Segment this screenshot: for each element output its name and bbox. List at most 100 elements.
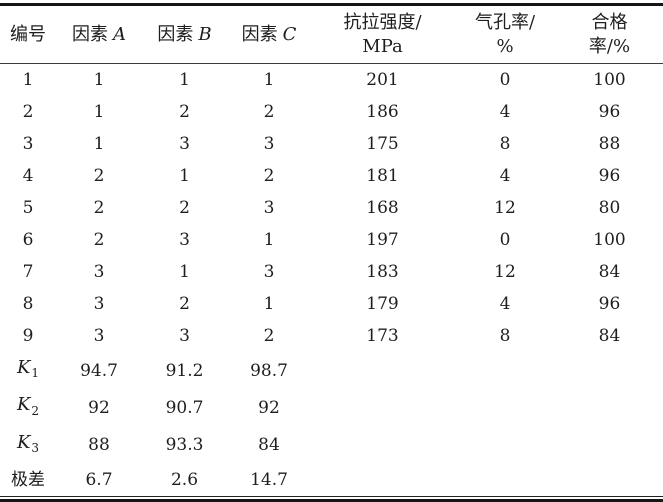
table-cell: 3 <box>263 262 275 282</box>
table-cell: 84 <box>598 326 621 346</box>
k-subscript: 2 <box>31 403 40 418</box>
factor-b-symbol: B <box>198 24 212 45</box>
table-cell: 1 <box>179 70 190 90</box>
factor-a-symbol: A <box>113 24 126 45</box>
table-cell: 3 <box>22 134 34 154</box>
table-cell: 4 <box>499 166 511 186</box>
col-header-factor-b: 因素 B <box>142 6 227 64</box>
table-cell: 183 <box>366 262 399 282</box>
table-cell: 93.3 <box>165 435 204 456</box>
table-cell: 92 <box>258 398 280 419</box>
table-cell: 1 <box>93 102 105 122</box>
summary-row-range: 极差 6.7 2.6 14.7 <box>0 464 663 498</box>
table-cell: 100 <box>593 230 626 250</box>
table-cell-empty <box>556 352 663 389</box>
table-cell: 91.2 <box>165 360 204 381</box>
table-cell: 4 <box>499 102 511 122</box>
table-cell: 88 <box>88 435 110 456</box>
table-cell: 1 <box>263 70 275 90</box>
tensile-strength-label-line2: MPa <box>362 36 403 57</box>
table-row: 1 1 1 1 201 0 100 <box>0 64 663 97</box>
table-cell: 96 <box>598 102 621 122</box>
table-cell: 2 <box>22 102 34 122</box>
table-cell: 173 <box>366 326 399 346</box>
col-header-factor-a: 因素 A <box>56 6 142 64</box>
table-cell: 84 <box>598 262 621 282</box>
table-cell: 12 <box>494 198 516 218</box>
table-cell: 6.7 <box>56 464 142 498</box>
table-row: 2 1 2 2 186 4 96 <box>0 96 663 128</box>
table-cell: 1 <box>22 70 34 90</box>
col-header-number-label: 编号 <box>10 24 46 45</box>
table-cell: 6 <box>22 230 34 250</box>
porosity-label-line2: % <box>496 36 514 57</box>
table-cell: 80 <box>598 198 621 218</box>
factor-prefix: 因素 <box>72 24 108 45</box>
table-cell: 2 <box>93 230 105 250</box>
table-cell: 8 <box>499 134 511 154</box>
table-cell: 3 <box>179 326 190 346</box>
table-cell: 1 <box>93 134 105 154</box>
table-cell: 4 <box>22 166 34 186</box>
table-cell: 12 <box>494 262 516 282</box>
table-cell: 0 <box>499 230 511 250</box>
summary-row-k2: K2 92 90.7 92 <box>0 389 663 426</box>
summary-label: K1 <box>0 352 56 389</box>
summary-row-k1: K1 94.7 91.2 98.7 <box>0 352 663 389</box>
table-cell: 100 <box>593 70 626 90</box>
table-cell: 90.7 <box>165 398 204 419</box>
table-cell-empty <box>556 389 663 426</box>
factor-prefix: 因素 <box>157 24 194 45</box>
table-cell-empty <box>454 389 556 426</box>
factor-c-symbol: C <box>282 24 297 45</box>
table-cell: 5 <box>22 198 34 218</box>
table-cell: 197 <box>366 230 399 250</box>
k-subscript: 1 <box>31 366 40 381</box>
table-cell: 3 <box>179 230 190 250</box>
table-cell: 179 <box>366 294 399 314</box>
table-row: 8 3 2 1 179 4 96 <box>0 288 663 320</box>
factor-prefix: 因素 <box>241 24 278 45</box>
orthogonal-experiment-table: 编号 因素 A 因素 B 因素 C 抗拉强度/ MPa 气孔率/ % 合格 率/% <box>0 6 663 498</box>
table-cell: 92 <box>88 398 110 419</box>
table-cell: 1 <box>179 262 190 282</box>
table-cell: 3 <box>93 294 105 314</box>
table-cell: 181 <box>366 166 399 186</box>
table-cell: 168 <box>366 198 399 218</box>
table-cell: 0 <box>499 70 511 90</box>
table-row: 5 2 2 3 168 12 80 <box>0 192 663 224</box>
table-cell: 2 <box>263 326 275 346</box>
summary-label: K2 <box>0 389 56 426</box>
summary-row-k3: K3 88 93.3 84 <box>0 427 663 464</box>
k-symbol: K <box>16 357 31 378</box>
table-cell: 7 <box>22 262 34 282</box>
table-row: 7 3 1 3 183 12 84 <box>0 256 663 288</box>
col-header-tensile-strength: 抗拉强度/ MPa <box>311 6 454 64</box>
pass-rate-label-line2: 率/% <box>588 36 631 57</box>
table-cell: 2 <box>93 166 105 186</box>
table-cell: 2 <box>263 166 275 186</box>
table-cell: 14.7 <box>227 464 311 498</box>
table-cell: 1 <box>179 166 190 186</box>
table-cell-empty <box>454 427 556 464</box>
tensile-strength-label-line1: 抗拉强度/ <box>343 12 422 33</box>
range-label: 极差 <box>11 470 45 491</box>
table-cell: 2 <box>179 102 190 122</box>
table-cell-empty <box>311 389 454 426</box>
summary-label: K3 <box>0 427 56 464</box>
k-symbol: K <box>16 394 31 416</box>
table-cell: 96 <box>598 166 621 186</box>
table-cell: 2.6 <box>142 464 227 498</box>
table-cell: 9 <box>22 326 34 346</box>
table-cell-empty <box>556 427 663 464</box>
table-cell-empty <box>454 352 556 389</box>
table-cell: 8 <box>22 294 34 314</box>
table-row: 6 2 3 1 197 0 100 <box>0 224 663 256</box>
table-cell-empty <box>311 464 454 498</box>
table-row: 9 3 3 2 173 8 84 <box>0 320 663 352</box>
table-cell: 1 <box>263 294 275 314</box>
table-cell: 1 <box>263 230 275 250</box>
table-cell-empty <box>454 464 556 498</box>
table-cell: 2 <box>93 198 105 218</box>
table-cell: 2 <box>263 102 275 122</box>
